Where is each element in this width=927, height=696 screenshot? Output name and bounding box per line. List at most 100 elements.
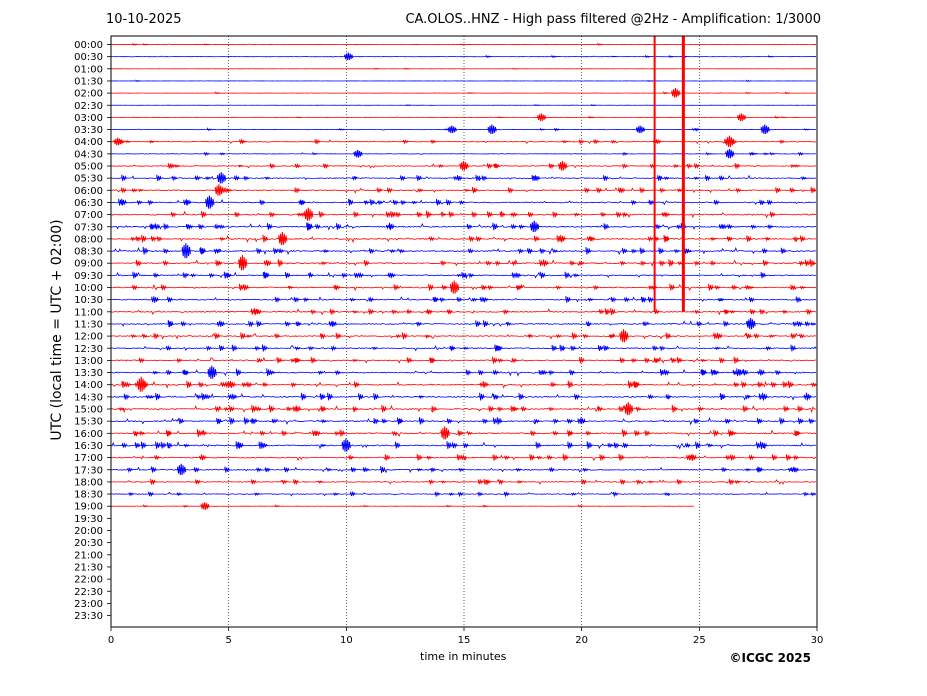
trace-burst bbox=[810, 491, 817, 497]
event-burst bbox=[558, 160, 568, 171]
trace-burst bbox=[559, 344, 566, 352]
y-tick-label: 08:30 bbox=[74, 247, 103, 258]
trace-burst bbox=[266, 368, 272, 377]
trace-burst bbox=[483, 296, 489, 304]
trace-burst bbox=[432, 296, 439, 303]
y-tick-label: 15:30 bbox=[74, 417, 103, 428]
trace-burst bbox=[334, 430, 341, 437]
x-axis-label: time in minutes bbox=[420, 650, 507, 663]
trace-burst bbox=[160, 441, 167, 449]
trace-burst bbox=[527, 248, 533, 255]
trace-burst bbox=[648, 393, 654, 400]
trace-row bbox=[110, 345, 817, 352]
trace-burst bbox=[793, 236, 799, 243]
trace-burst bbox=[647, 79, 653, 82]
trace-burst bbox=[348, 454, 354, 461]
y-tick-label: 23:00 bbox=[74, 599, 103, 610]
trace-row bbox=[110, 380, 817, 389]
trace-burst bbox=[517, 284, 523, 291]
y-tick-label: 02:00 bbox=[74, 89, 103, 100]
trace-burst bbox=[227, 381, 234, 389]
trace-burst bbox=[295, 162, 301, 169]
event-burst bbox=[341, 438, 351, 452]
trace-burst bbox=[393, 284, 400, 291]
trace-burst bbox=[216, 248, 222, 254]
trace-burst bbox=[456, 454, 463, 461]
trace-burst bbox=[492, 393, 499, 401]
trace-burst bbox=[665, 332, 672, 340]
trace-burst bbox=[485, 54, 492, 59]
trace-layer bbox=[110, 42, 817, 508]
trace-burst bbox=[671, 404, 678, 413]
trace-burst bbox=[321, 418, 327, 424]
event-burst bbox=[447, 125, 457, 134]
event-burst bbox=[278, 231, 288, 246]
trace-burst bbox=[127, 466, 133, 474]
trace-burst bbox=[598, 308, 605, 315]
trace-burst bbox=[811, 381, 817, 388]
trace-burst bbox=[205, 176, 211, 181]
trace-burst bbox=[269, 405, 275, 413]
trace-burst bbox=[256, 320, 262, 327]
trace-burst bbox=[377, 199, 384, 206]
trace-burst bbox=[540, 271, 546, 279]
trace-burst bbox=[804, 259, 811, 267]
event-layer bbox=[113, 36, 770, 510]
event-burst bbox=[200, 502, 210, 510]
trace-burst bbox=[521, 405, 527, 412]
trace-burst bbox=[294, 357, 300, 364]
y-tick-label: 08:00 bbox=[74, 234, 103, 245]
trace-burst bbox=[394, 441, 401, 449]
trace-burst bbox=[721, 223, 728, 230]
trace-burst bbox=[519, 224, 525, 230]
y-tick-label: 13:30 bbox=[74, 368, 103, 379]
trace-burst bbox=[350, 297, 356, 303]
trace-burst bbox=[293, 479, 299, 486]
trace-burst bbox=[639, 187, 646, 194]
y-tick-label: 07:00 bbox=[74, 210, 103, 221]
trace-burst bbox=[239, 283, 245, 291]
trace-burst bbox=[593, 284, 599, 291]
trace-burst bbox=[130, 236, 137, 242]
y-tick-label: 14:30 bbox=[74, 392, 103, 403]
trace-burst bbox=[593, 138, 599, 145]
trace-burst bbox=[239, 138, 245, 145]
trace-burst bbox=[184, 443, 190, 448]
trace-burst bbox=[254, 492, 260, 497]
trace-burst bbox=[166, 442, 173, 449]
trace-burst bbox=[664, 211, 670, 219]
y-tick-label: 03:30 bbox=[74, 125, 103, 136]
trace-burst bbox=[622, 163, 628, 170]
trace-burst bbox=[128, 491, 134, 497]
trace-burst bbox=[214, 332, 220, 340]
trace-burst bbox=[400, 175, 406, 182]
event-burst bbox=[214, 184, 224, 196]
trace-burst bbox=[728, 431, 735, 436]
trace-burst bbox=[119, 406, 125, 412]
trace-burst bbox=[456, 175, 463, 182]
copyright-credit: ©ICGC 2025 bbox=[729, 651, 811, 665]
trace-burst bbox=[261, 344, 268, 352]
trace-burst bbox=[749, 296, 755, 303]
trace-burst bbox=[634, 381, 640, 388]
trace-burst bbox=[363, 504, 369, 508]
trace-burst bbox=[714, 199, 720, 206]
trace-burst bbox=[569, 259, 576, 266]
trace-burst bbox=[335, 332, 342, 339]
trace-burst bbox=[166, 430, 173, 437]
trace-burst bbox=[618, 453, 625, 461]
trace-burst bbox=[156, 174, 162, 182]
trace-burst bbox=[775, 187, 781, 194]
trace-burst bbox=[475, 320, 481, 327]
trace-burst bbox=[152, 370, 159, 375]
trace-burst bbox=[300, 200, 306, 206]
trace-burst bbox=[142, 42, 149, 46]
trace-burst bbox=[631, 199, 637, 206]
event-burst bbox=[207, 365, 217, 379]
trace-burst bbox=[571, 332, 578, 340]
trace-burst bbox=[452, 442, 458, 449]
trace-burst bbox=[686, 163, 693, 170]
trace-burst bbox=[644, 430, 651, 436]
trace-burst bbox=[438, 163, 444, 169]
trace-burst bbox=[350, 490, 356, 497]
